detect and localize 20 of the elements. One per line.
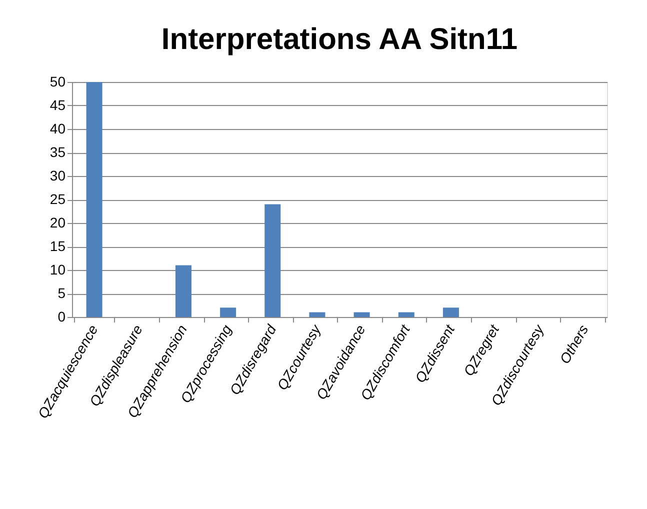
y-tick-label: 20 [50,214,66,230]
bar [264,204,281,317]
bar [442,308,459,317]
y-tick-label: 25 [50,191,66,207]
y-tick-label: 40 [50,120,66,136]
y-tick-label: 5 [58,285,66,301]
y-tick-label: 50 [50,74,66,90]
y-tick-label: 15 [50,238,66,254]
chart-title: Interpretations AA Sitn11 [161,23,518,56]
y-tick-label: 10 [50,262,66,278]
bar [86,82,102,317]
y-tick-label: 45 [50,97,66,113]
bar [398,312,414,317]
bar [354,312,370,317]
bar [309,312,326,317]
bar [175,265,192,317]
bar [220,308,236,317]
y-tick-label: 30 [50,168,66,184]
y-tick-label: 0 [58,308,66,324]
y-tick-label: 35 [50,144,66,160]
